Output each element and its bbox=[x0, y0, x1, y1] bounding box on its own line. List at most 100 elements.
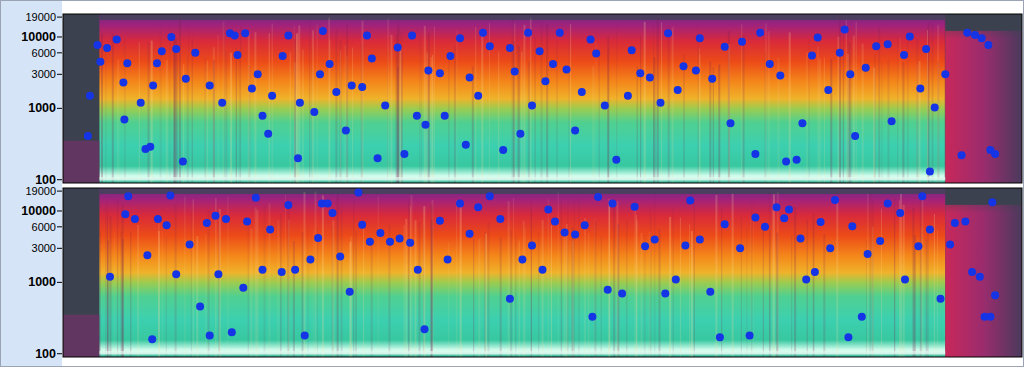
point bbox=[294, 154, 302, 162]
streak bbox=[419, 36, 420, 183]
streak bbox=[356, 231, 357, 357]
point bbox=[963, 29, 971, 37]
point bbox=[106, 273, 114, 281]
streak bbox=[498, 52, 499, 183]
tick-label: 1000 bbox=[28, 275, 56, 289]
streak bbox=[475, 27, 476, 183]
point bbox=[474, 203, 482, 211]
streak bbox=[528, 62, 530, 183]
streak bbox=[162, 230, 163, 357]
streak bbox=[843, 21, 844, 183]
point bbox=[836, 49, 844, 57]
streak bbox=[794, 207, 796, 357]
streak bbox=[187, 56, 188, 183]
streak bbox=[248, 219, 249, 357]
point bbox=[182, 75, 190, 83]
streak bbox=[337, 194, 339, 357]
point bbox=[254, 70, 262, 78]
streak bbox=[251, 229, 253, 357]
tick-label: 19000 bbox=[25, 185, 56, 197]
streak bbox=[521, 52, 522, 183]
point bbox=[578, 88, 586, 96]
streak bbox=[290, 53, 291, 183]
streak bbox=[192, 38, 193, 183]
point bbox=[876, 237, 884, 245]
point bbox=[793, 156, 801, 164]
tick-mark bbox=[57, 353, 62, 354]
point bbox=[738, 38, 746, 46]
streak bbox=[546, 23, 548, 183]
point bbox=[664, 29, 672, 37]
streak bbox=[653, 57, 655, 183]
point bbox=[167, 33, 175, 41]
streak bbox=[584, 218, 586, 357]
streak bbox=[415, 220, 417, 357]
tick-mark bbox=[57, 74, 62, 75]
streak bbox=[914, 235, 916, 357]
streak bbox=[548, 199, 549, 357]
point bbox=[84, 132, 92, 140]
point bbox=[549, 60, 557, 68]
streak bbox=[773, 194, 775, 357]
streak bbox=[927, 232, 928, 357]
streak bbox=[718, 65, 720, 183]
streak bbox=[101, 33, 103, 183]
streak bbox=[191, 211, 192, 357]
point bbox=[918, 192, 926, 200]
point bbox=[332, 88, 340, 96]
point bbox=[252, 194, 260, 202]
streak bbox=[184, 197, 185, 357]
point bbox=[301, 332, 309, 340]
streak bbox=[558, 191, 559, 357]
point bbox=[841, 26, 849, 34]
streak bbox=[635, 206, 636, 357]
point bbox=[228, 328, 236, 336]
low-band bbox=[99, 177, 945, 180]
streak bbox=[158, 223, 159, 357]
streak bbox=[239, 49, 240, 183]
point bbox=[486, 42, 494, 50]
streak bbox=[596, 42, 597, 183]
streak bbox=[352, 48, 353, 183]
point bbox=[506, 44, 514, 52]
points bbox=[84, 26, 999, 176]
streak bbox=[347, 56, 348, 183]
point bbox=[751, 150, 759, 158]
streak bbox=[872, 200, 873, 357]
streak bbox=[849, 43, 851, 183]
point bbox=[342, 127, 350, 135]
streak bbox=[205, 58, 206, 183]
streak bbox=[148, 43, 150, 183]
plot-frame bbox=[63, 14, 1022, 183]
streak bbox=[881, 209, 882, 357]
point bbox=[506, 295, 514, 303]
point bbox=[808, 52, 816, 60]
streak bbox=[205, 234, 206, 357]
streak bbox=[824, 58, 825, 183]
tick-label: 10000 bbox=[21, 30, 56, 44]
point bbox=[692, 66, 700, 74]
streak bbox=[166, 236, 167, 357]
point bbox=[736, 244, 744, 252]
streak bbox=[107, 241, 109, 357]
streak bbox=[567, 203, 568, 357]
streak bbox=[897, 35, 898, 183]
streak bbox=[542, 220, 544, 357]
point bbox=[381, 101, 389, 109]
point bbox=[884, 40, 892, 48]
tick-label: 100 bbox=[35, 347, 56, 361]
point bbox=[524, 29, 532, 37]
streak bbox=[601, 236, 602, 357]
streak bbox=[713, 67, 714, 183]
point bbox=[900, 51, 908, 59]
point bbox=[721, 220, 729, 228]
point bbox=[914, 242, 922, 250]
point bbox=[248, 85, 256, 93]
point bbox=[814, 34, 822, 42]
tick-label: 6000 bbox=[32, 221, 56, 233]
streak bbox=[659, 229, 661, 357]
streak bbox=[566, 224, 567, 357]
point bbox=[516, 130, 524, 138]
streak bbox=[313, 230, 314, 357]
point bbox=[179, 158, 187, 166]
